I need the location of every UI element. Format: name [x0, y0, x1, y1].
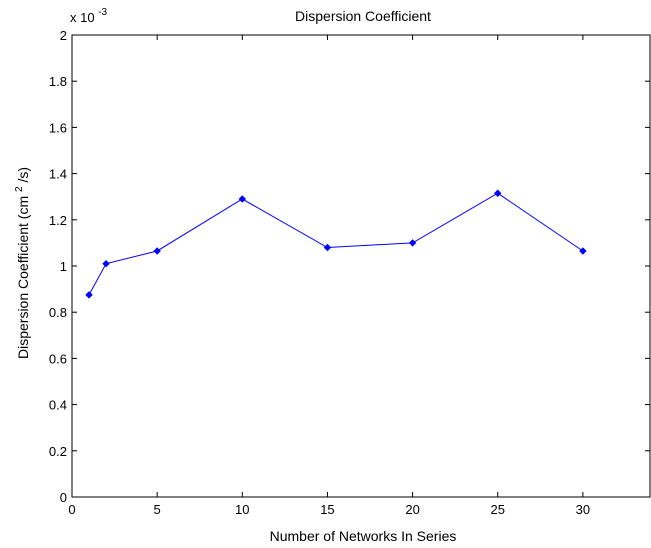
- x-tick-label: 25: [491, 502, 505, 517]
- y-axis-ticks: 0 0.2 0.4 0.6 0.8 1 1.2 1.4 1.6 1.8 2: [49, 28, 650, 505]
- y-tick-label: 1.2: [49, 213, 67, 228]
- y-tick-label: 1.4: [49, 167, 67, 182]
- x-tick-label: 30: [576, 502, 590, 517]
- series-layer: [85, 189, 587, 299]
- series-line: [88, 192, 584, 296]
- data-point: [494, 189, 502, 197]
- y-multiplier: x 10 -3: [70, 7, 108, 25]
- data-point: [238, 195, 247, 203]
- x-axis-label: Number of Networks In Series: [270, 528, 457, 544]
- x-tick-label: 5: [154, 502, 161, 517]
- y-tick-label: 1: [60, 259, 67, 274]
- x-tick-label: 20: [405, 502, 419, 517]
- x-tick-label: 0: [68, 502, 75, 517]
- y-axis-label-superscript: 2: [14, 186, 25, 192]
- data-point: [153, 247, 161, 255]
- data-point: [102, 259, 110, 268]
- y-tick-label: 0: [60, 490, 67, 505]
- data-point: [579, 247, 587, 255]
- x-tick-label: 10: [235, 502, 249, 517]
- data-point: [323, 243, 332, 252]
- y-multiplier-base: x 10: [70, 10, 95, 25]
- data-point: [408, 239, 417, 247]
- x-tick-label: 15: [320, 502, 334, 517]
- chart-title: Dispersion Coefficient: [295, 8, 431, 24]
- y-axis-label-main: Dispersion Coefficient (cm: [15, 196, 31, 359]
- plot-area: [71, 34, 651, 498]
- y-tick-label: 0.2: [49, 444, 67, 459]
- y-tick-label: 0.6: [49, 351, 67, 366]
- svg-text:x 10 -3: x 10 -3: [70, 7, 108, 25]
- y-tick-label: 1.8: [49, 74, 67, 89]
- y-tick-label: 2: [60, 28, 67, 43]
- data-point: [85, 291, 93, 299]
- y-tick-label: 1.6: [49, 120, 67, 135]
- y-axis-label: Dispersion Coefficient (cm 2 /s): [9, 167, 31, 359]
- y-axis-label-tail: /s): [15, 167, 31, 183]
- axes-frame: [71, 34, 651, 498]
- y-tick-label: 0.4: [49, 398, 67, 413]
- y-tick-label: 0.8: [49, 305, 67, 320]
- x-axis-ticks: 0 5 10 15 20 25 30: [68, 35, 590, 517]
- y-multiplier-exponent: -3: [98, 7, 107, 18]
